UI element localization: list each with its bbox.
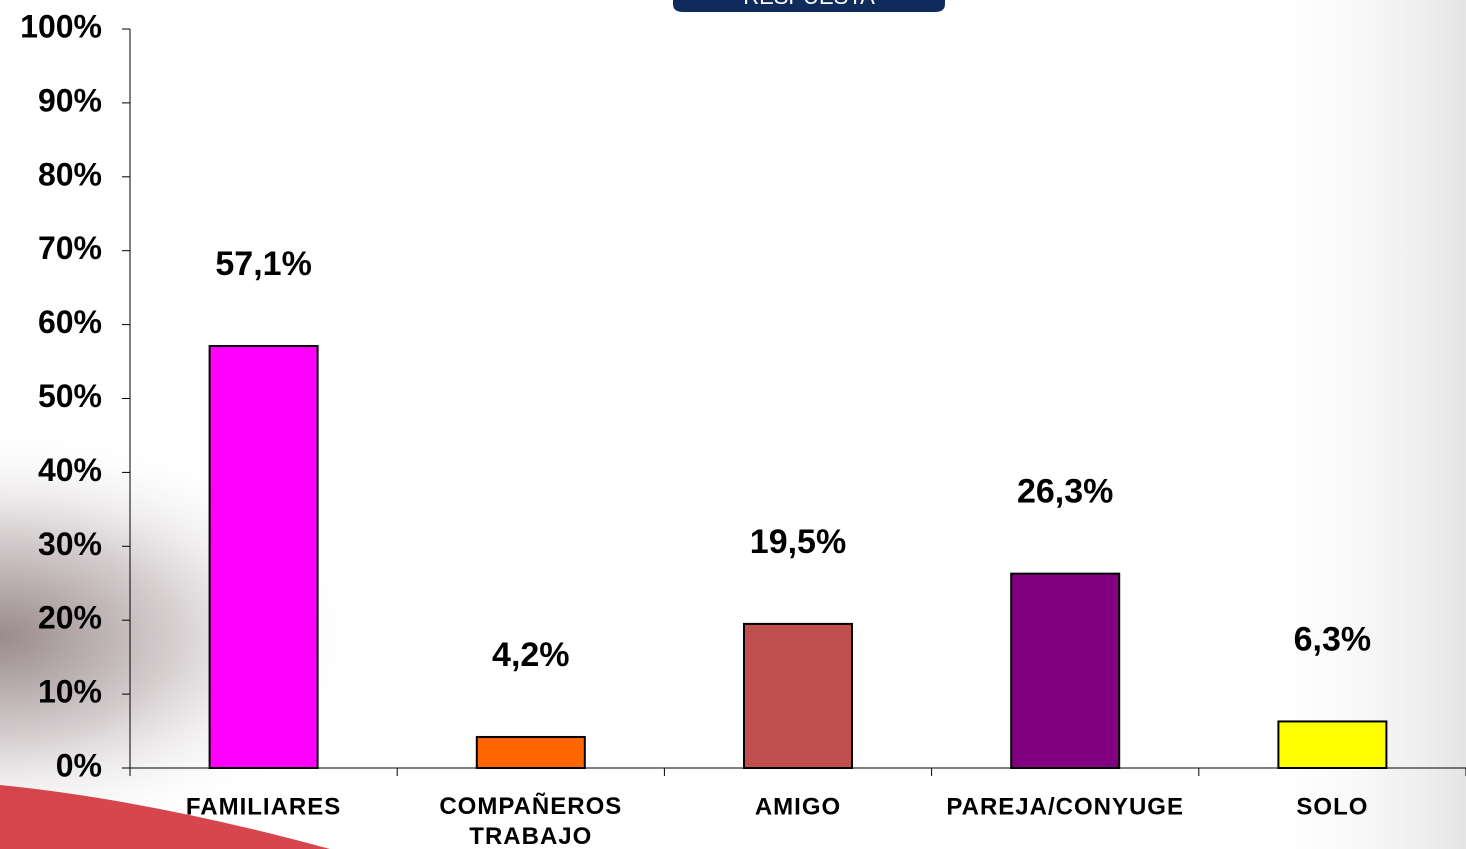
x-tick-label: AMIGO <box>755 793 841 820</box>
y-tick-label: 60% <box>38 304 102 340</box>
bar <box>743 622 853 770</box>
value-label: 4,2% <box>492 636 570 674</box>
y-tick-label: 40% <box>38 452 102 488</box>
y-tick-label: 30% <box>38 526 102 562</box>
y-tick-label: 50% <box>38 378 102 414</box>
x-tick-label: FAMILIARES <box>186 793 341 820</box>
bar <box>1010 572 1121 769</box>
y-tick-label: 90% <box>38 82 102 118</box>
title-tab <box>673 0 945 12</box>
y-tick-label: 80% <box>38 156 102 192</box>
y-tick-label: 10% <box>38 674 102 710</box>
bar <box>208 345 319 769</box>
x-tick-label: COMPAÑEROS TRABAJO <box>439 792 622 849</box>
chart-title: RESPUESTA <box>743 0 875 9</box>
x-tick-label: SOLO <box>1296 793 1368 820</box>
y-tick-label: 20% <box>38 600 102 636</box>
y-tick-label: 100% <box>20 8 102 44</box>
x-tick-label: PAREJA/CONYUGE <box>946 793 1184 820</box>
bar <box>1277 720 1388 769</box>
value-label: 26,3% <box>1017 473 1113 511</box>
y-tick-label: 0% <box>56 747 102 783</box>
value-label: 57,1% <box>215 245 311 283</box>
bar <box>475 735 586 769</box>
background-right <box>1250 0 1466 849</box>
value-label: 19,5% <box>750 523 846 561</box>
value-label: 6,3% <box>1294 620 1372 658</box>
y-tick-label: 70% <box>38 230 102 266</box>
decor-swoosh <box>0 785 330 849</box>
